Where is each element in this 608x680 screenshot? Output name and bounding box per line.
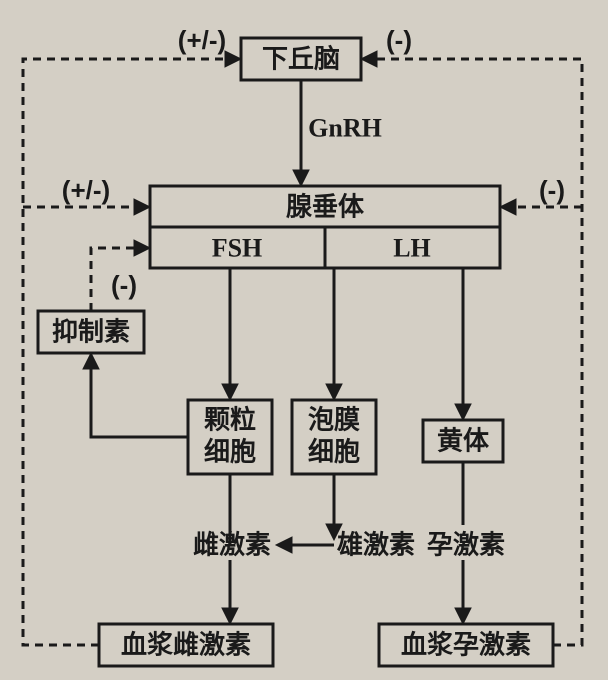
label-theca-1: 泡膜	[308, 406, 360, 435]
arrow-prog-hypo	[361, 51, 377, 67]
label-hypothalamus: 下丘脑	[262, 45, 340, 74]
label-granulosa-1: 颗粒	[204, 405, 256, 435]
arrow-estrogen-pit	[134, 199, 150, 215]
arrow-prog-pit	[500, 199, 516, 215]
label-gnrh: GnRH	[308, 114, 382, 143]
label-androgen: 雄激素	[336, 530, 415, 560]
label-pituitary: 腺垂体	[285, 193, 365, 222]
arrow-prog-plasma	[455, 608, 471, 624]
sign-inhibin: (-)	[111, 270, 137, 300]
sign-pit-right: (-)	[539, 175, 565, 205]
label-lh: LH	[393, 234, 431, 263]
label-progesterone: 孕激素	[427, 530, 505, 560]
label-fsh: FSH	[212, 234, 263, 263]
label-plasma-estrogen: 血浆雌激素	[121, 630, 251, 660]
label-granulosa-2: 细胞	[204, 437, 256, 467]
edge-granulosa-inhibin	[91, 365, 188, 437]
label-corpus-luteum: 黄体	[437, 427, 490, 456]
arrow-lh-theca	[326, 384, 342, 400]
label-estrogen: 雌激素	[193, 530, 271, 560]
arrow-granulosa-inhibin	[83, 353, 99, 369]
sign-top-right: (-)	[386, 25, 412, 55]
sign-top-left: (+/-)	[178, 25, 226, 55]
label-theca-2: 细胞	[308, 437, 360, 467]
arrow-gnrh	[293, 170, 309, 186]
sign-pit-left: (+/-)	[62, 175, 110, 205]
arrow-fsh-granulosa	[222, 384, 238, 400]
label-inhibin: 抑制素	[52, 318, 130, 347]
arrow-estrogen-hypo	[225, 51, 241, 67]
label-plasma-progesterone: 血浆孕激素	[401, 630, 531, 660]
arrow-inhibin-fsh	[134, 240, 150, 256]
arrow-lh-cl	[455, 404, 471, 420]
flowchart-canvas: 下丘脑 GnRH 腺垂体 FSH LH 抑制素 颗粒 细胞 泡膜 细胞 黄体 血…	[0, 0, 608, 680]
arrow-estrogen-plasma	[222, 608, 238, 624]
arrow-androgen-estrogen	[276, 537, 292, 553]
